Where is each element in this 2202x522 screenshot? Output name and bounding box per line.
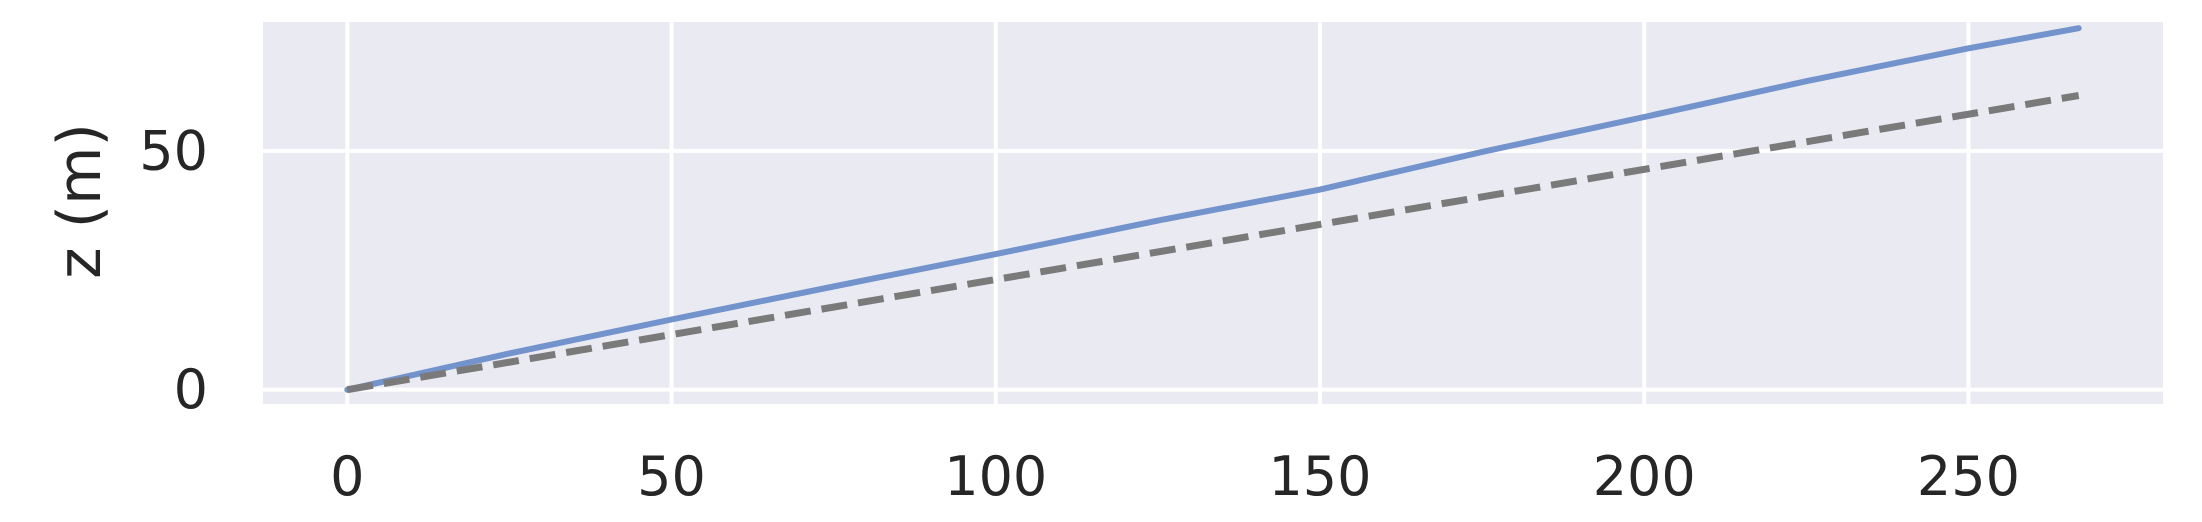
series-dashed-line <box>346 92 2080 394</box>
y-tick-label: 50 <box>139 119 208 182</box>
x-tick-label: 0 <box>330 445 364 508</box>
series-solid-line <box>344 25 2082 393</box>
x-tick-label: 250 <box>1917 445 2020 508</box>
x-tick-label: 50 <box>637 445 706 508</box>
tick-labels: 0 50 100 150 200 250 0 50 <box>139 119 2020 508</box>
series-lines <box>344 25 2082 394</box>
x-tick-label: 100 <box>944 445 1047 508</box>
y-axis-label: z (m) <box>45 123 115 279</box>
grid-lines <box>263 22 2163 404</box>
x-tick-label: 200 <box>1593 445 1696 508</box>
y-tick-label: 0 <box>174 358 208 421</box>
x-tick-label: 150 <box>1268 445 1371 508</box>
